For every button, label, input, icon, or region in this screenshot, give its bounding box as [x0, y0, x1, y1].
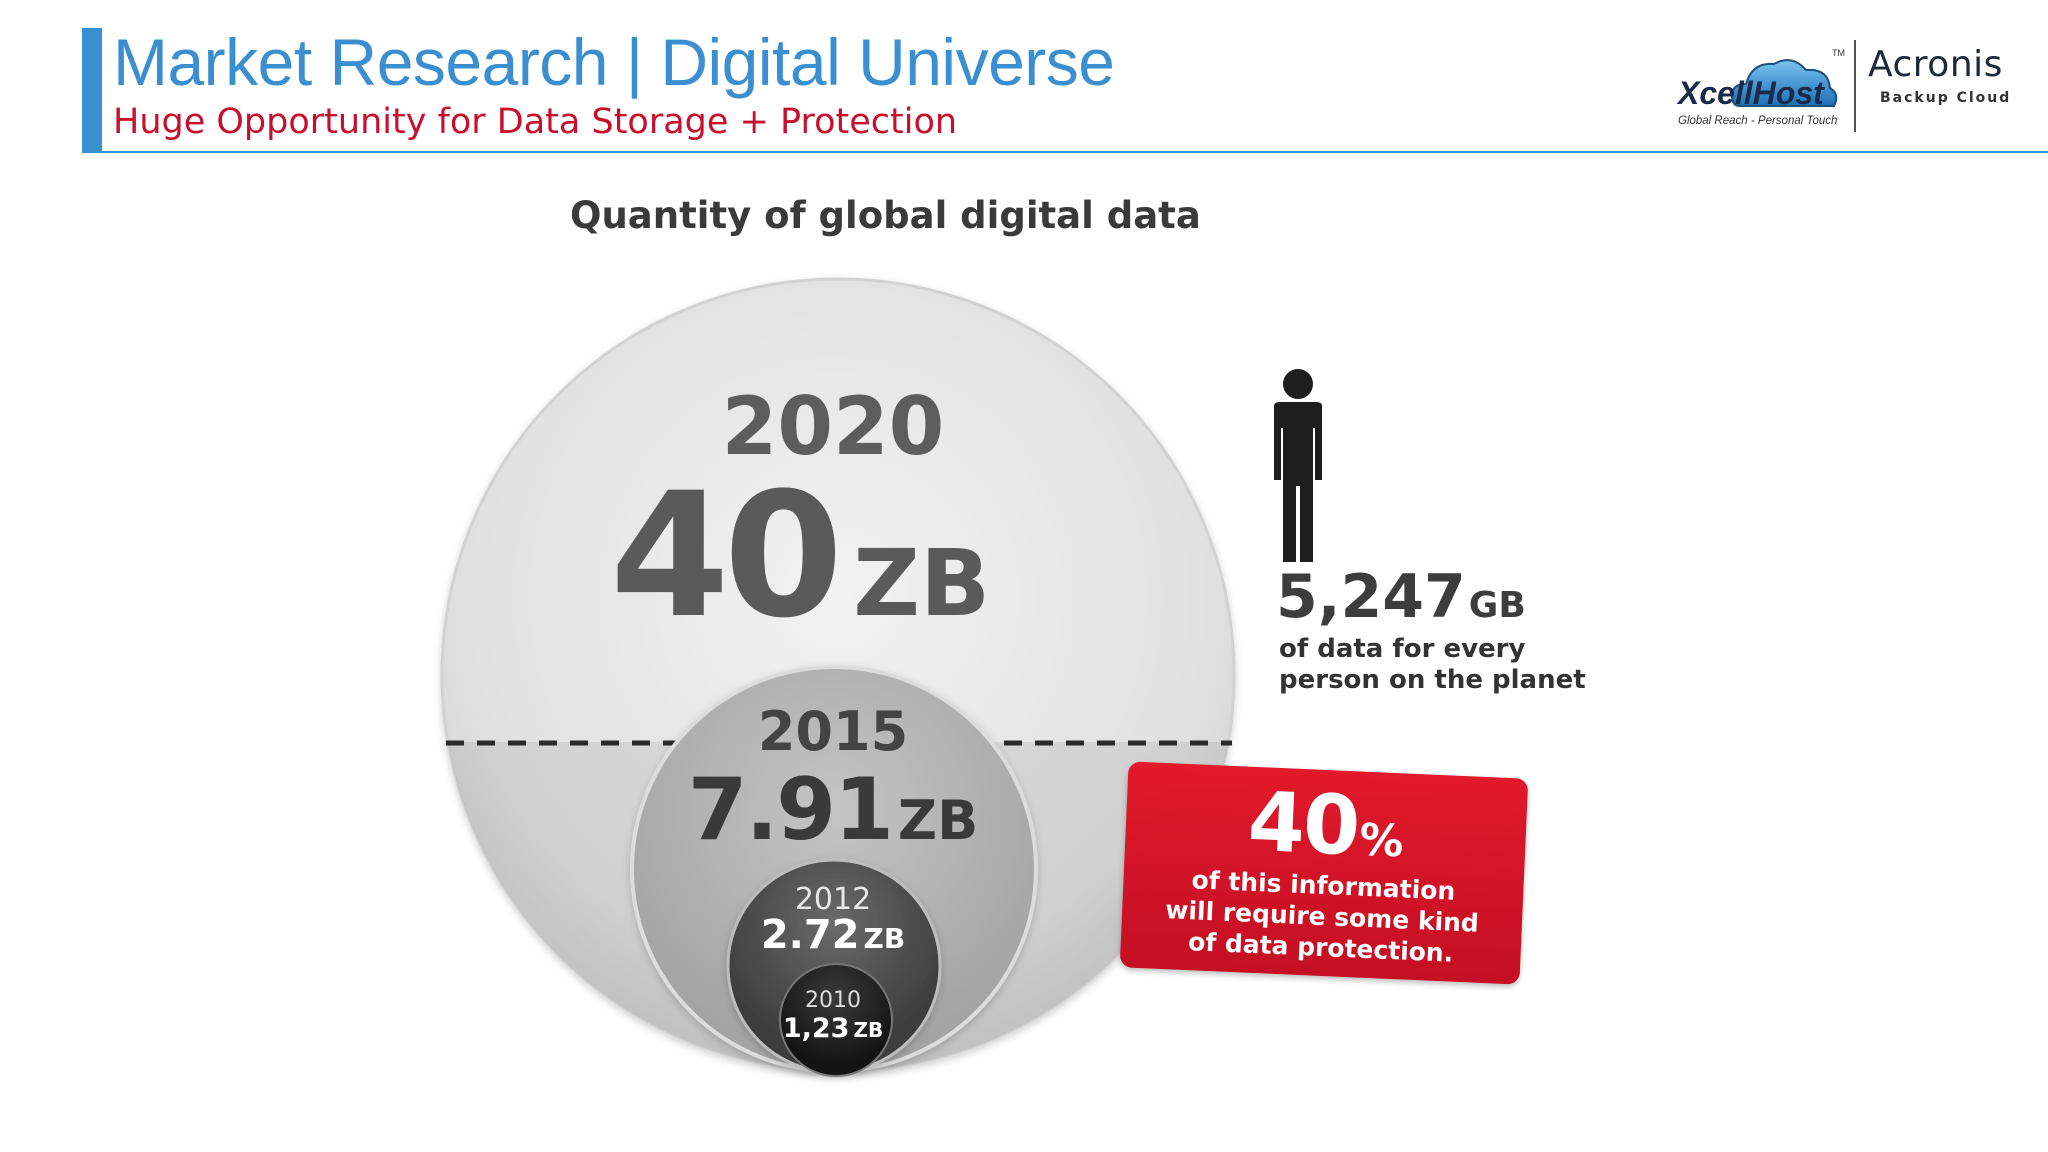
per-person-description-line1: of data for every [1279, 634, 1526, 664]
xcellhost-trademark: TM [1832, 48, 1845, 58]
per-person-value: 5,247GB [1276, 562, 1526, 632]
acronis-tagline: Backup Cloud [1880, 90, 2012, 106]
xcellhost-wordmark: XcellHost [1676, 75, 1825, 111]
xcellhost-tagline: Global Reach - Personal Touch [1678, 115, 1837, 127]
page-subtitle: Huge Opportunity for Data Storage + Prot… [113, 102, 958, 142]
page-title: Market Research | Digital Universe [113, 25, 1115, 99]
per-person-description-line2: person on the planet [1279, 665, 1586, 695]
value-2020: 40 ZB [520, 455, 1080, 656]
circle-2010 [779, 963, 893, 1077]
person-icon [1274, 369, 1322, 562]
value-2012-unit: ZB [863, 922, 906, 955]
year-2010-label: 2010 [805, 988, 861, 1013]
year-2015-label: 2015 [757, 700, 909, 763]
callout-percentage-unit: % [1358, 814, 1405, 868]
per-person-number: 5,247 [1276, 562, 1466, 632]
value-2012: 2.72 ZB [713, 912, 953, 958]
cloud-icon [1730, 59, 1838, 107]
value-2020-number: 40 [609, 455, 843, 656]
value-2010: 1,23 ZB [753, 1013, 913, 1044]
xcellhost-logo: XcellHost TM Global Reach - Personal Tou… [1676, 48, 1845, 127]
callout-description: of this information will require some ki… [1164, 865, 1480, 968]
value-2015-number: 7.91 [687, 760, 894, 860]
year-2020-label: 2020 [721, 380, 945, 473]
per-person-unit: GB [1468, 585, 1526, 626]
value-2010-unit: ZB [853, 1018, 884, 1042]
value-2010-number: 1,23 [782, 1013, 850, 1044]
header-accent-bar [82, 28, 102, 152]
header-divider [82, 151, 2048, 153]
value-2020-unit: ZB [853, 530, 991, 637]
logo-divider [1854, 40, 1856, 132]
value-2012-number: 2.72 [760, 912, 860, 958]
value-2015-unit: ZB [897, 789, 979, 852]
value-2015: 7.91 ZB [633, 760, 1033, 860]
figure-title: Quantity of global digital data [570, 194, 1201, 237]
year-2012-label: 2012 [794, 882, 872, 917]
data-protection-callout: 40% of this information will require som… [1119, 761, 1529, 985]
per-person-description: of data for every person on the planet [1279, 634, 1586, 696]
callout-percentage-number: 40 [1245, 774, 1361, 875]
acronis-logo: Acronis [1868, 44, 2003, 85]
